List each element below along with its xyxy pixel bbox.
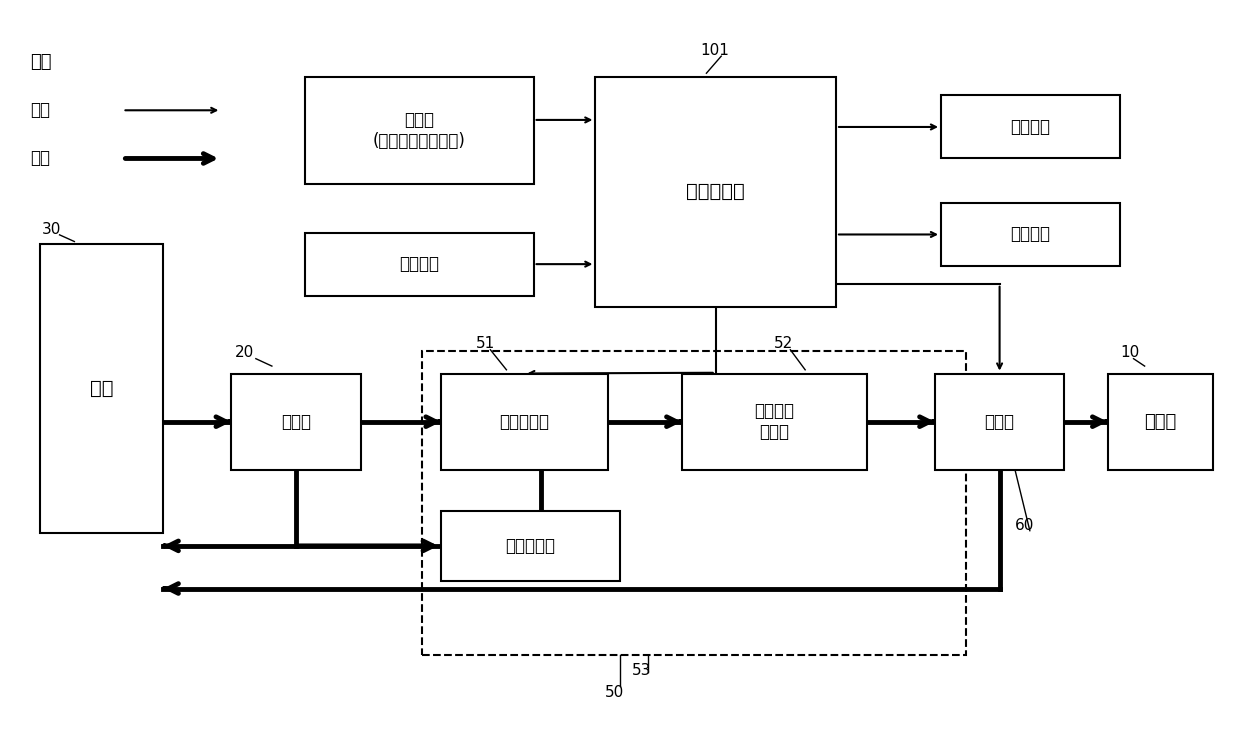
Text: 60: 60 bbox=[1016, 518, 1034, 533]
Text: 50: 50 bbox=[605, 685, 625, 700]
Bar bbox=[595, 77, 836, 307]
Text: 压力脉动
吸收器: 压力脉动 吸收器 bbox=[754, 403, 795, 441]
Bar bbox=[305, 232, 533, 296]
Text: 52: 52 bbox=[774, 336, 794, 351]
Text: 101: 101 bbox=[701, 43, 729, 58]
Bar bbox=[935, 374, 1064, 470]
Bar bbox=[231, 374, 361, 470]
Text: 发动机: 发动机 bbox=[1145, 412, 1177, 431]
Bar bbox=[682, 374, 867, 470]
Text: 燃油泵: 燃油泵 bbox=[281, 412, 311, 431]
Text: 10: 10 bbox=[1120, 345, 1140, 360]
Text: 油路: 油路 bbox=[30, 149, 50, 167]
Bar bbox=[941, 96, 1120, 158]
Text: 油箋: 油箋 bbox=[89, 379, 113, 398]
Text: 高速电磁阀: 高速电磁阀 bbox=[500, 412, 549, 431]
Text: 51: 51 bbox=[476, 336, 495, 351]
Bar bbox=[40, 244, 164, 533]
Bar bbox=[941, 203, 1120, 266]
Text: 电磁阀: 电磁阀 bbox=[985, 412, 1014, 431]
Text: 20: 20 bbox=[234, 345, 254, 360]
Bar bbox=[423, 351, 966, 655]
Text: 点火装置: 点火装置 bbox=[1011, 118, 1050, 136]
Text: 图例: 图例 bbox=[30, 53, 51, 71]
Bar bbox=[305, 77, 533, 185]
Bar bbox=[441, 374, 608, 470]
Text: 电子控制器: 电子控制器 bbox=[686, 182, 745, 202]
Text: 传感器
(转速、温度、压力): 传感器 (转速、温度、压力) bbox=[373, 111, 466, 150]
Text: 起动电机: 起动电机 bbox=[1011, 226, 1050, 244]
Text: 状态指令: 状态指令 bbox=[399, 255, 439, 273]
Text: 30: 30 bbox=[42, 222, 62, 237]
Text: 电路: 电路 bbox=[30, 102, 50, 120]
Text: 53: 53 bbox=[632, 663, 652, 678]
Text: 等压差活门: 等压差活门 bbox=[506, 537, 556, 555]
Bar bbox=[441, 511, 620, 581]
Bar bbox=[1107, 374, 1213, 470]
